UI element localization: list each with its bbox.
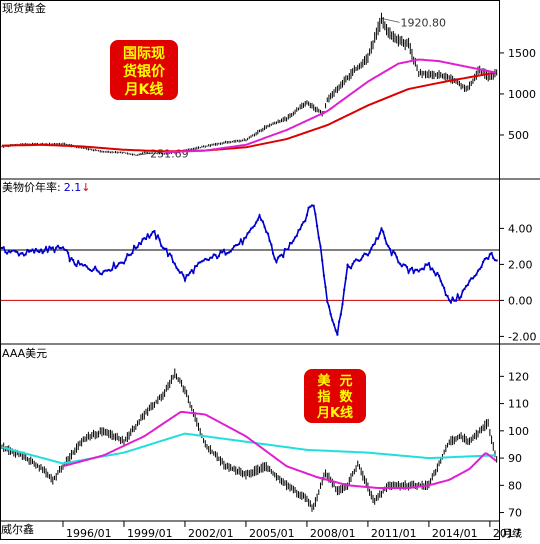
cpi-panel-title: 美物价年率: 2.1↓: [2, 180, 90, 194]
low-leader-line: [136, 152, 151, 156]
cpi-line: [1, 204, 497, 335]
gold-peak-annotation: 1920.80: [381, 16, 447, 29]
usd-badge: 美 元 指 数 月K线: [304, 369, 366, 423]
time-x-axis: 1996/01 1999/01 2002/01 2005/01 2008/01 2011/…: [62, 521, 521, 540]
x-tick-label: 2014/01: [432, 527, 478, 540]
x-tick-label: 2011/01: [371, 527, 417, 540]
series-layer: [1, 12, 498, 512]
usd-series-price: [1, 368, 498, 512]
usd-y-tick-label: 80: [508, 479, 522, 492]
usd-series-ma_magenta: [62, 410, 497, 489]
cpi-y-tick-label: -2.00: [508, 330, 536, 343]
gold-series-ma_red: [2, 71, 497, 153]
gold-y-axis: 500 1000 1500: [500, 47, 536, 142]
usd-y-tick-label: 120: [508, 370, 529, 383]
x-tick-label: 1999/01: [127, 527, 173, 540]
cpi-reference-lines: [1, 249, 499, 301]
gold-badge-background: [110, 40, 178, 100]
period-label: 月线: [502, 527, 522, 540]
gold-ma_red-line: [2, 71, 497, 153]
gold-badge-line-1: 国际现: [123, 46, 165, 62]
usd-ma_magenta-line: [62, 410, 497, 489]
x-tick-label: 2008/01: [310, 527, 356, 540]
gold-series-ma_magenta: [164, 58, 497, 154]
usd-y-tick-label: 90: [508, 452, 522, 465]
gold-badge-line-3: 月K线: [124, 81, 164, 98]
usd-y-tick-label: 100: [508, 425, 529, 438]
cpi-y-tick-label: 2.00: [508, 258, 533, 271]
gold-y-tick-label: 1500: [508, 47, 536, 60]
gold-y-tick-label: 1000: [508, 88, 536, 101]
cpi-y-axis: -2.00 0.00 2.00 4.00: [500, 222, 536, 343]
usd-y-axis: 70 80 90 100 110 120: [500, 370, 529, 520]
usd-badge-line-1: 美 元: [317, 373, 352, 389]
low-value-label: 251.69: [150, 147, 189, 160]
gold-badge-line-2: 货银价: [122, 63, 166, 80]
x-tick-label: 2005/01: [249, 527, 295, 540]
usd-panel-title: AAA美元: [2, 347, 47, 360]
gold-panel-title: 现货黄金: [2, 1, 46, 15]
cpi-title-label: 美物价年率:: [2, 180, 61, 194]
x-tick-label: 2017: [493, 527, 521, 540]
usd-badge-line-3: 月K线: [316, 405, 353, 421]
usd-badge-line-2: 指 数: [317, 389, 353, 405]
gold-ma_magenta-line: [164, 58, 497, 154]
gold-y-tick-label: 500: [508, 129, 529, 142]
gold-badge: 国际现 货银价 月K线: [110, 40, 178, 100]
usd-badge-background: [304, 369, 366, 423]
cpi-current-value: 2.1: [64, 181, 82, 194]
x-tick-label: 1996/01: [66, 527, 112, 540]
usd-y-tick-label: 70: [508, 507, 522, 520]
usd-y-tick-label: 110: [508, 398, 529, 411]
cpi-y-tick-label: 4.00: [508, 222, 533, 235]
cpi-down-arrow-icon: ↓: [81, 181, 90, 194]
x-tick-label: 2002/01: [188, 527, 234, 540]
cpi-series-cpi_line: [1, 204, 498, 336]
software-label: 威尔鑫: [1, 522, 34, 536]
peak-value-label: 1920.80: [401, 16, 447, 29]
cpi-y-tick-label: 0.00: [508, 294, 533, 307]
peak-leader-line: [381, 18, 400, 23]
